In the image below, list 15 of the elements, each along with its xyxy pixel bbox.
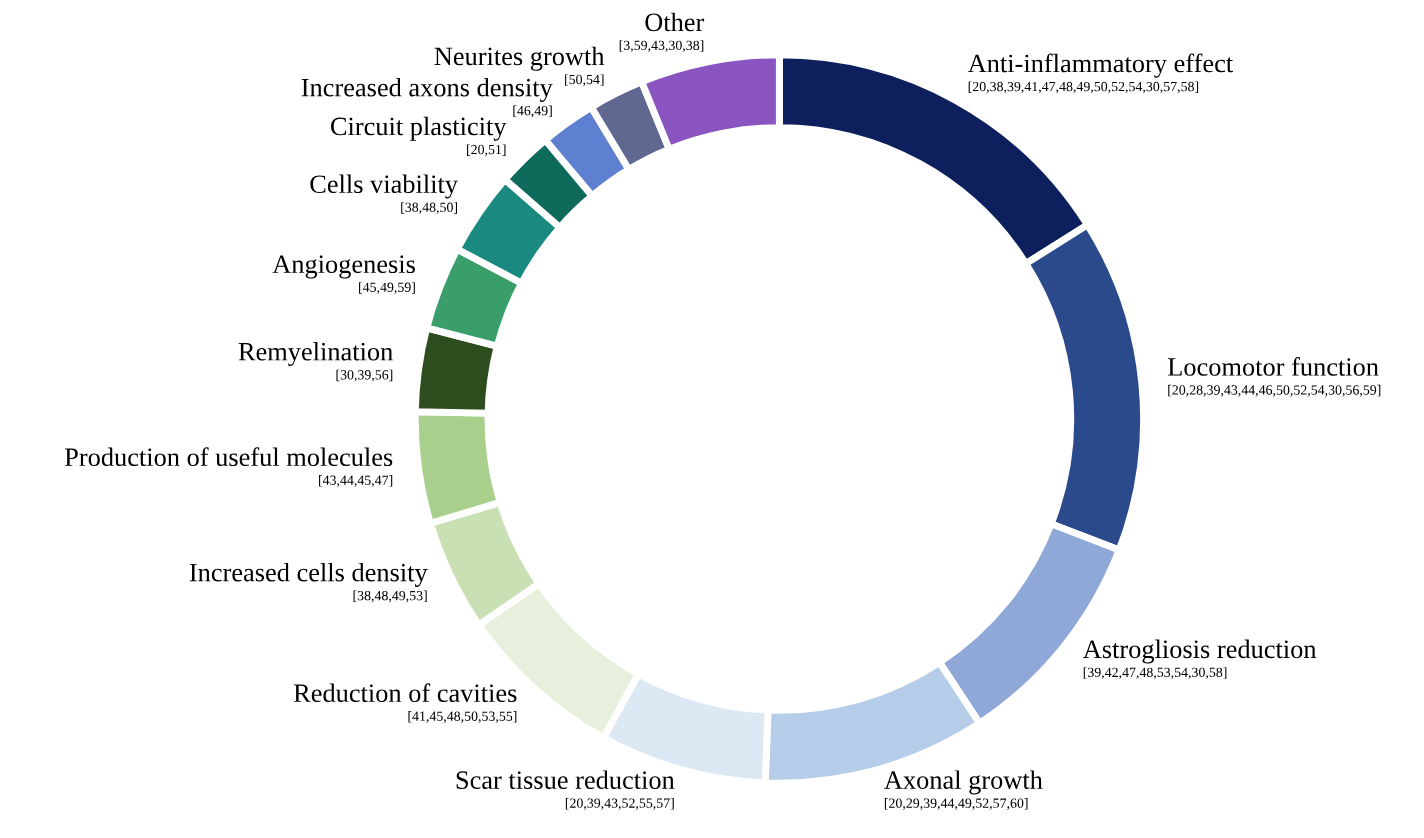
slice-label: Astrogliosis reduction <box>1082 639 1317 664</box>
slice-label: Neurites growth <box>434 46 605 71</box>
slice-label: Scar tissue reduction <box>456 770 675 790</box>
slice-label: Other <box>645 12 705 32</box>
slice-label: Cells viability <box>310 174 458 199</box>
slice-label: Reduction of cavities <box>293 683 517 703</box>
slice-label: Axonal growth <box>884 770 1043 795</box>
slice-label: Increased axons density <box>301 77 553 102</box>
slice-label: Remyelination <box>238 342 393 367</box>
slice-label: Angiogenesis <box>272 255 415 279</box>
slice-label: Locomotor function <box>1167 357 1379 376</box>
slice-label: Circuit plasticity <box>330 116 507 141</box>
slice-label: Increased cells density <box>189 562 428 587</box>
slice-label: Production of useful molecules <box>64 447 393 467</box>
slice-label: Anti-inflammatory effect <box>967 53 1234 78</box>
